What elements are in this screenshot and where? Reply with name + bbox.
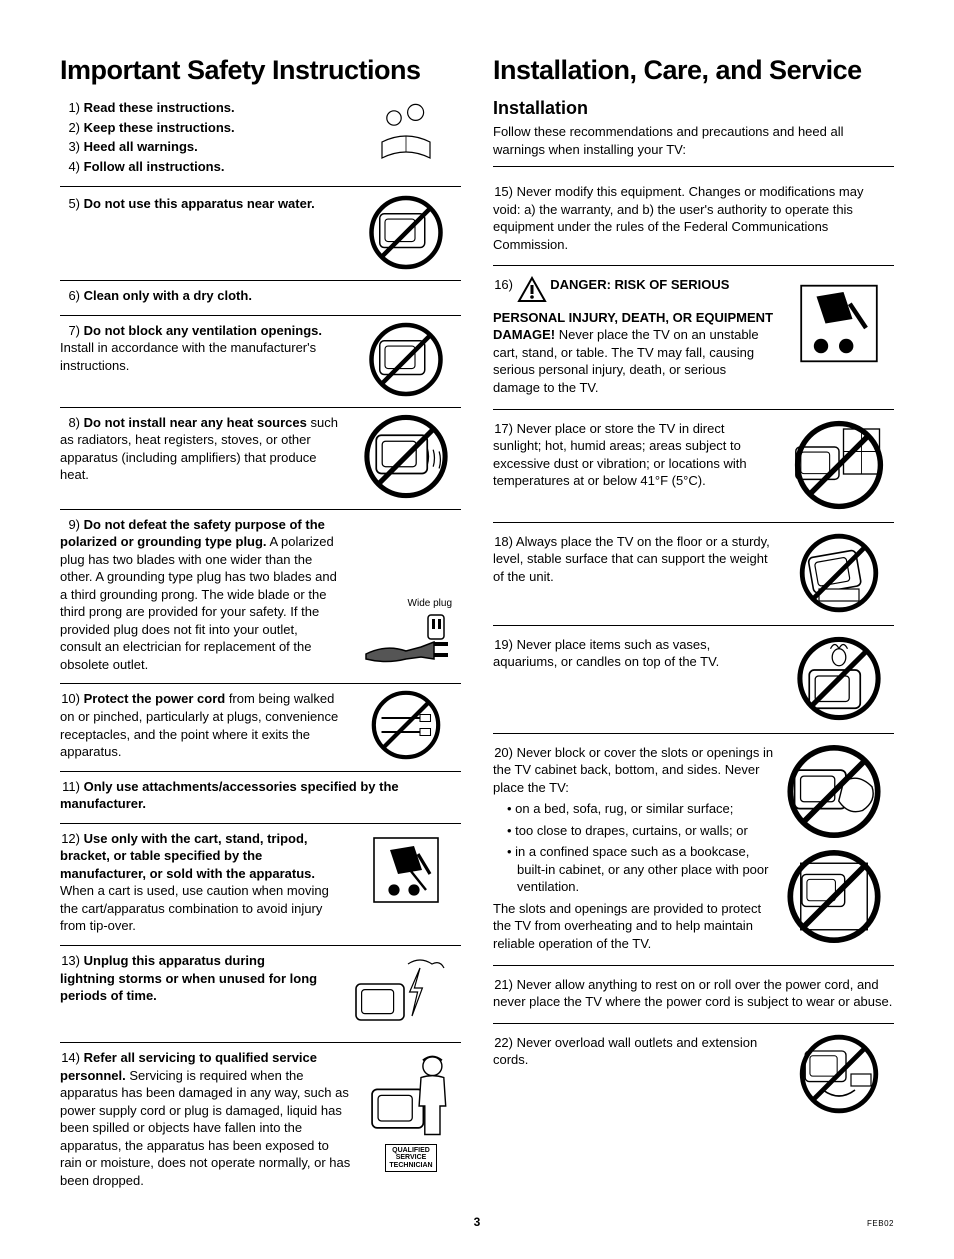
technician-icon: QUALIFIEDSERVICETECHNICIAN	[361, 1049, 461, 1172]
instr-11: 11) Only use attachments/accessories spe…	[60, 772, 461, 824]
instr-20: 20) Never block or cover the slots or op…	[493, 734, 894, 966]
cord-prohibit-icon	[351, 690, 461, 760]
instr-group-1-4: 1) Read these instructions. 2) Keep thes…	[60, 98, 461, 187]
instr-15: 15) Never modify this equipment. Changes…	[493, 173, 894, 266]
left-column: Important Safety Instructions 1) Read th…	[60, 55, 461, 1199]
instr-16: 16) DANGER: RISK OF SERIOUS PERSONAL INJ…	[493, 266, 894, 409]
page-footer: 3 FEB02	[60, 1215, 894, 1229]
reading-manual-icon	[351, 98, 461, 178]
instr-6: 6) Clean only with a dry cloth.	[60, 281, 461, 316]
overload-prohibit-icon	[784, 1034, 894, 1114]
sunlight-prohibit-icon	[784, 420, 894, 510]
right-column: Installation, Care, and Service Installa…	[493, 55, 894, 1199]
warning-triangle-icon	[517, 276, 547, 309]
ventilation-prohibit-icon	[351, 322, 461, 397]
left-heading: Important Safety Instructions	[60, 55, 461, 86]
two-column-layout: Important Safety Instructions 1) Read th…	[60, 55, 894, 1199]
instr-8: 8) Do not install near any heat sources …	[60, 408, 461, 510]
instr-5: 5) Do not use this apparatus near water.	[60, 189, 461, 281]
right-intro: Follow these recommendations and precaut…	[493, 123, 894, 167]
instr-7: 7) Do not block any ventilation openings…	[60, 316, 461, 408]
water-prohibit-icon	[351, 195, 461, 270]
plug-icon: Wide plug	[351, 598, 461, 673]
instr-10: 10) Protect the power cord from being wa…	[60, 684, 461, 771]
instr-12: 12) Use only with the cart, stand, tripo…	[60, 824, 461, 946]
instr-13: 13) Unplug this apparatus during lightni…	[60, 946, 461, 1043]
unstable-prohibit-icon	[784, 533, 894, 613]
instr-17: 17) Never place or store the TV in direc…	[493, 410, 894, 523]
heat-prohibit-icon	[351, 414, 461, 499]
page-number: 3	[338, 1215, 616, 1229]
qualified-service-label: QUALIFIEDSERVICETECHNICIAN	[385, 1144, 436, 1172]
instr-18: 18) Always place the TV on the floor or …	[493, 523, 894, 626]
instr-22: 22) Never overload wall outlets and exte…	[493, 1024, 894, 1126]
instr-9: 9) Do not defeat the safety purpose of t…	[60, 510, 461, 685]
instr-21: 21) Never allow anything to rest on or r…	[493, 966, 894, 1024]
revision-code: FEB02	[867, 1219, 894, 1228]
vase-prohibit-icon	[784, 636, 894, 721]
instr-19: 19) Never place items such as vases, aqu…	[493, 626, 894, 734]
lightning-tv-icon	[331, 952, 461, 1032]
cover-prohibit-icons	[784, 744, 894, 944]
instr-20-bullets: on a bed, sofa, rug, or similar surface;…	[507, 800, 774, 896]
cart-danger-icon	[784, 276, 894, 371]
instr-14: 14) Refer all servicing to qualified ser…	[60, 1043, 461, 1199]
cart-tip-icon	[351, 830, 461, 910]
right-subheading: Installation	[493, 98, 894, 119]
right-heading: Installation, Care, and Service	[493, 55, 894, 86]
